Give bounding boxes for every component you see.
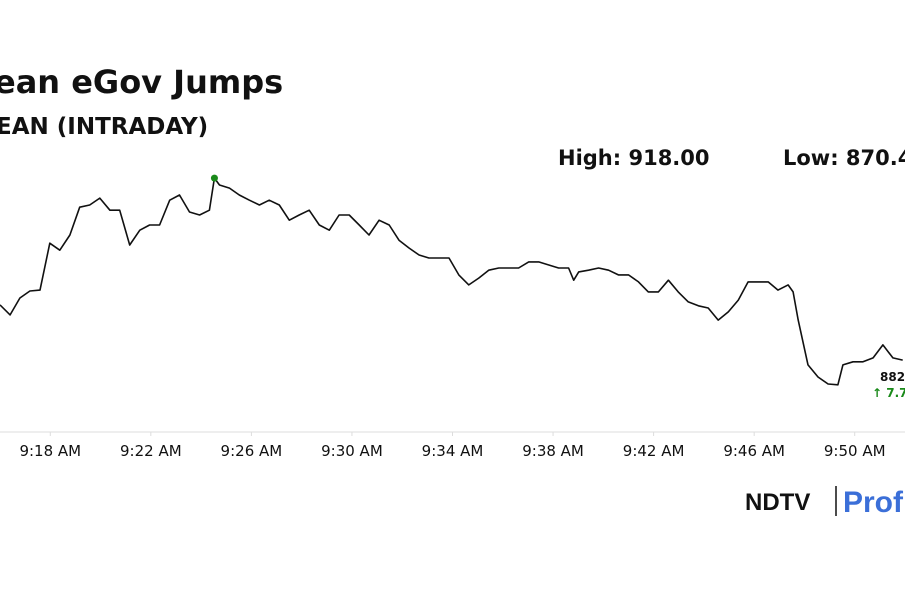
logo-brand: NDTV <box>745 489 810 516</box>
price-line <box>0 177 903 386</box>
high-label: High: 918.00 <box>558 146 710 170</box>
x-tick-label: 9:18 AM <box>19 442 81 460</box>
x-tick-label: 9:26 AM <box>221 442 283 460</box>
high-marker <box>210 174 218 182</box>
low-label: Low: 870.4 <box>783 146 905 170</box>
chart-subtitle: EAN (INTRADAY) <box>0 114 208 140</box>
change-label: ↑ 7.7 <box>872 386 905 400</box>
x-tick-label: 9:46 AM <box>723 442 785 460</box>
x-tick-label: 9:30 AM <box>321 442 383 460</box>
chart-title: ean eGov Jumps <box>0 63 283 101</box>
x-tick-label: 9:34 AM <box>422 442 484 460</box>
x-tick-label: 9:42 AM <box>623 442 685 460</box>
x-tick-label: 9:22 AM <box>120 442 182 460</box>
last-price-label: 882 <box>880 370 905 384</box>
x-tick-label: 9:38 AM <box>522 442 584 460</box>
logo-product: Prof <box>843 486 904 519</box>
x-tick-label: 9:50 AM <box>824 442 886 460</box>
